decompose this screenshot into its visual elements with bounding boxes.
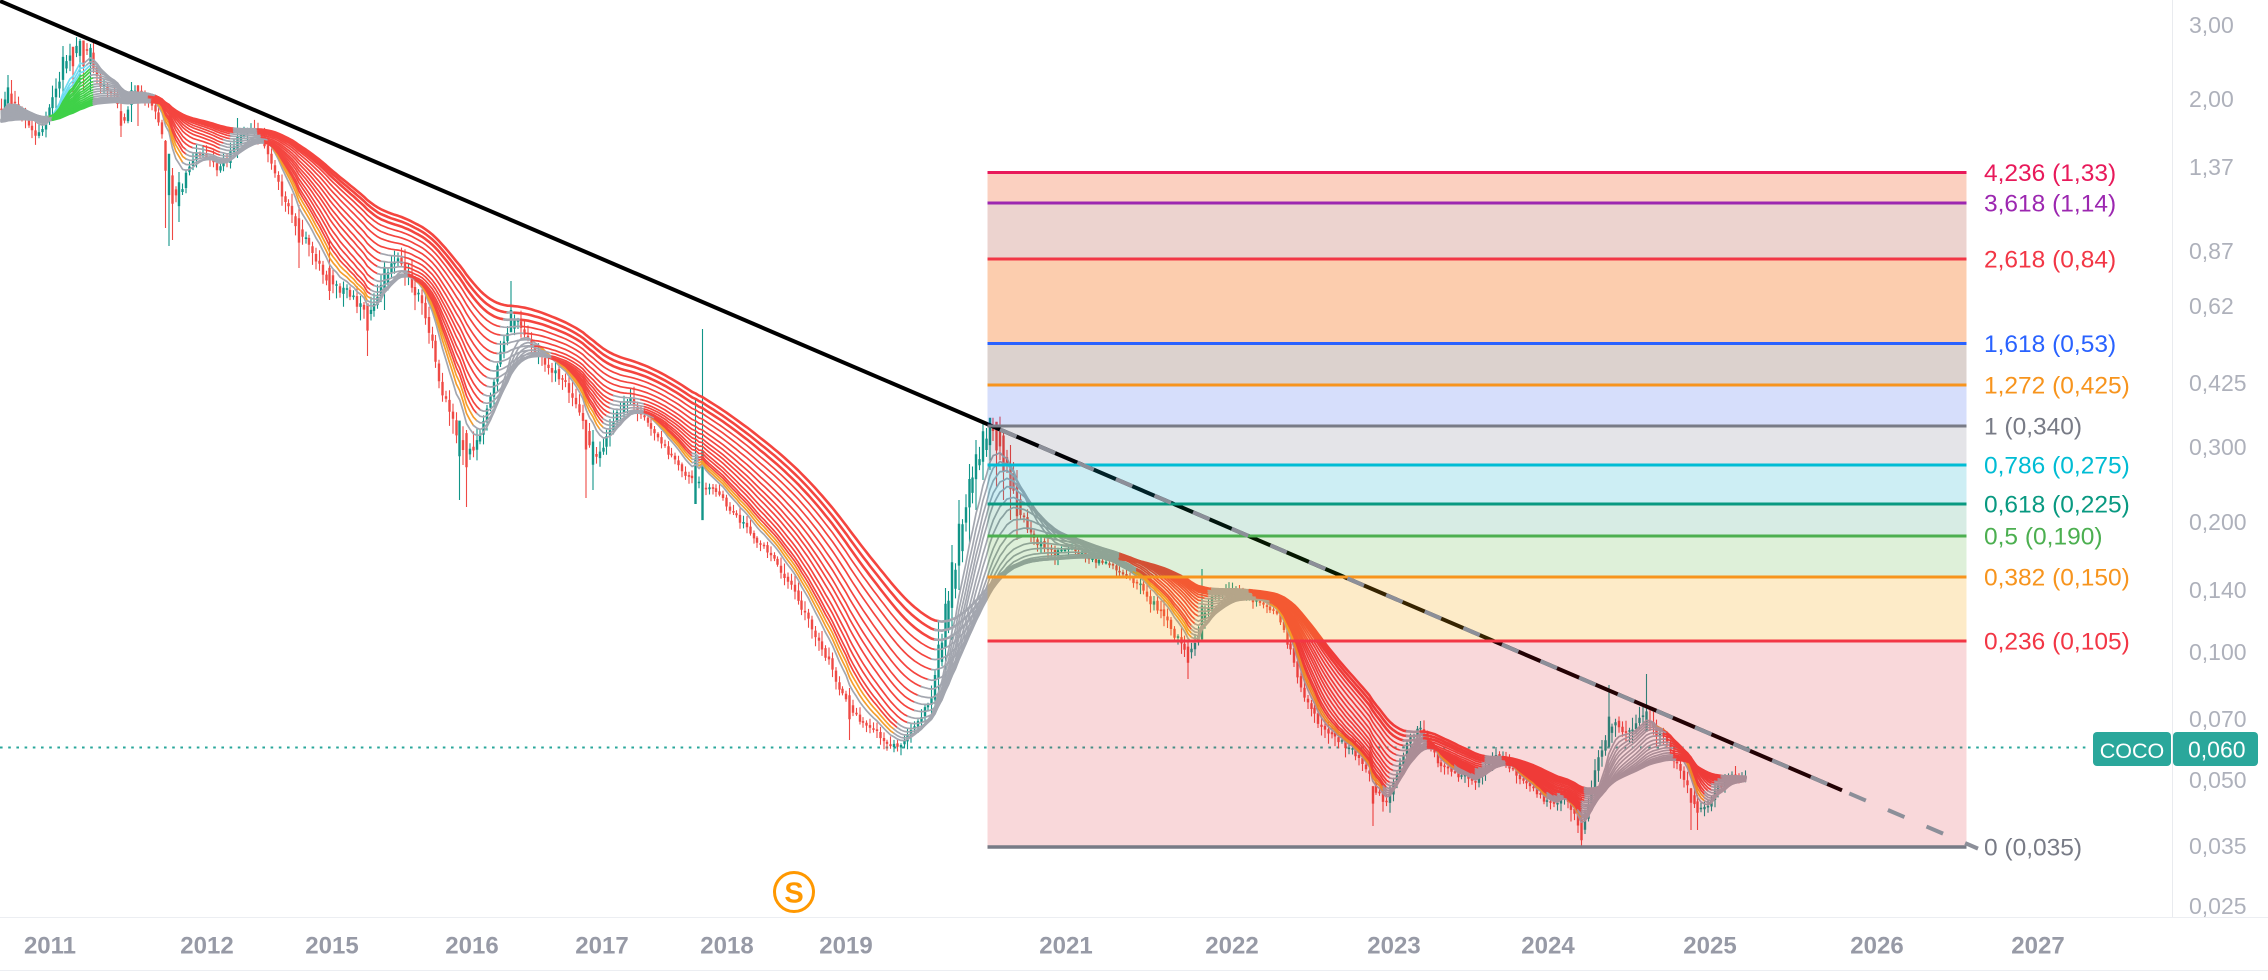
svg-text:1 (0,340): 1 (0,340) xyxy=(1984,414,2082,441)
svg-text:0,140: 0,140 xyxy=(2189,577,2247,603)
svg-text:0 (0,035): 0 (0,035) xyxy=(1984,835,2082,862)
svg-text:0,100: 0,100 xyxy=(2189,639,2247,665)
svg-text:0,035: 0,035 xyxy=(2189,833,2247,859)
svg-text:3,00: 3,00 xyxy=(2189,12,2234,38)
svg-text:0,050: 0,050 xyxy=(2189,767,2247,793)
svg-text:2,00: 2,00 xyxy=(2189,86,2234,112)
svg-text:0,300: 0,300 xyxy=(2189,434,2247,460)
svg-text:2018: 2018 xyxy=(700,933,753,960)
svg-text:0,62: 0,62 xyxy=(2189,293,2234,319)
svg-text:2012: 2012 xyxy=(180,933,233,960)
svg-text:1,272 (0,425): 1,272 (0,425) xyxy=(1984,373,2130,400)
svg-text:2017: 2017 xyxy=(575,933,628,960)
svg-text:0,070: 0,070 xyxy=(2189,706,2247,732)
svg-text:2024: 2024 xyxy=(1521,933,1575,960)
svg-text:2027: 2027 xyxy=(2011,933,2064,960)
svg-text:2015: 2015 xyxy=(305,933,358,960)
svg-text:0,025: 0,025 xyxy=(2189,893,2247,919)
svg-text:0,382 (0,150): 0,382 (0,150) xyxy=(1984,565,2130,592)
svg-text:2,618 (0,84): 2,618 (0,84) xyxy=(1984,247,2116,274)
svg-text:0,618 (0,225): 0,618 (0,225) xyxy=(1984,492,2130,519)
svg-text:0,060: 0,060 xyxy=(2188,737,2246,763)
svg-text:2023: 2023 xyxy=(1367,933,1420,960)
svg-text:S: S xyxy=(784,878,803,910)
svg-text:0,200: 0,200 xyxy=(2189,509,2247,535)
svg-text:0,236 (0,105): 0,236 (0,105) xyxy=(1984,629,2130,656)
svg-text:1,37: 1,37 xyxy=(2189,154,2234,180)
svg-text:2022: 2022 xyxy=(1205,933,1258,960)
svg-text:0,87: 0,87 xyxy=(2189,238,2234,264)
svg-text:2025: 2025 xyxy=(1683,933,1736,960)
svg-text:2026: 2026 xyxy=(1850,933,1903,960)
svg-text:0,786 (0,275): 0,786 (0,275) xyxy=(1984,453,2130,480)
svg-text:4,236 (1,33): 4,236 (1,33) xyxy=(1984,160,2116,187)
svg-text:3,618 (1,14): 3,618 (1,14) xyxy=(1984,191,2116,218)
svg-text:0,425: 0,425 xyxy=(2189,370,2247,396)
svg-text:0,5 (0,190): 0,5 (0,190) xyxy=(1984,524,2103,551)
svg-text:2019: 2019 xyxy=(819,933,872,960)
svg-text:2021: 2021 xyxy=(1039,933,1092,960)
svg-text:COCO: COCO xyxy=(2100,739,2165,763)
svg-text:2016: 2016 xyxy=(445,933,498,960)
svg-text:1,618 (0,53): 1,618 (0,53) xyxy=(1984,331,2116,358)
svg-text:2011: 2011 xyxy=(24,933,76,960)
